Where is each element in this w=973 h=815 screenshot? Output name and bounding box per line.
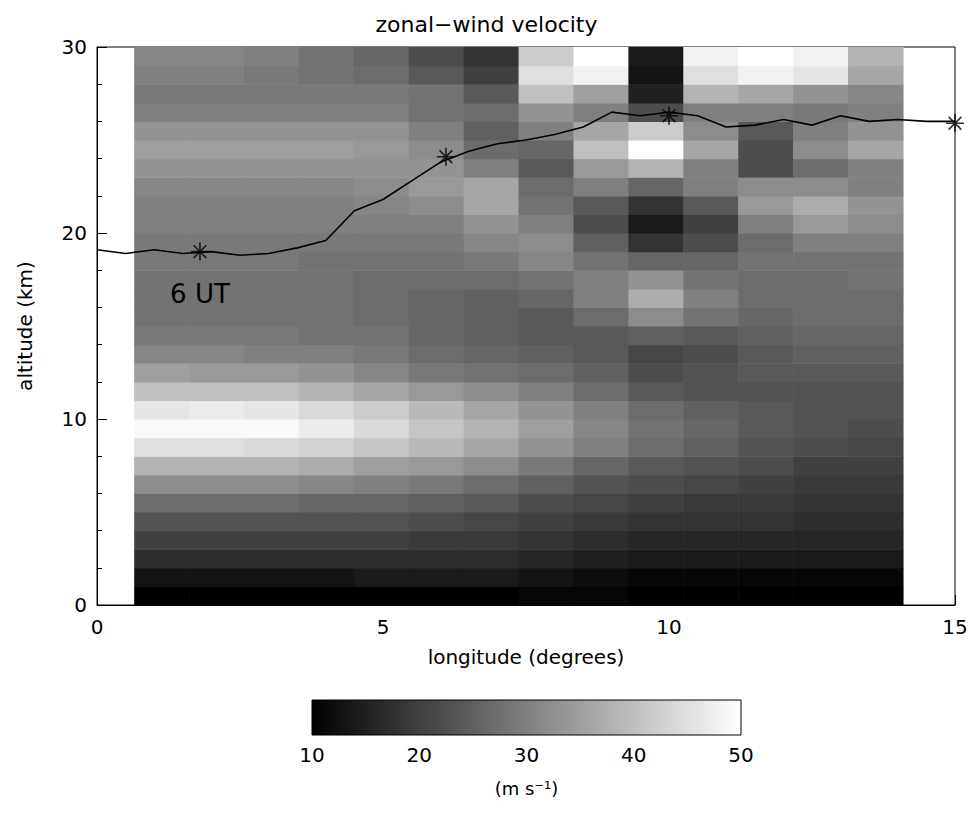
svg-text:50: 50 xyxy=(728,743,753,767)
svg-text:5: 5 xyxy=(377,615,390,639)
svg-text:0: 0 xyxy=(91,615,104,639)
svg-text:20: 20 xyxy=(62,221,87,245)
svg-text:10: 10 xyxy=(656,615,681,639)
svg-text:longitude (degrees): longitude (degrees) xyxy=(428,645,625,669)
svg-text:30: 30 xyxy=(514,743,539,767)
svg-text:10: 10 xyxy=(62,407,87,431)
svg-text:10: 10 xyxy=(299,743,324,767)
svg-text:0: 0 xyxy=(74,593,87,617)
svg-text:zonal−wind velocity: zonal−wind velocity xyxy=(376,12,598,37)
svg-text:30: 30 xyxy=(62,35,87,59)
svg-text:6 UT: 6 UT xyxy=(170,279,230,309)
svg-text:15: 15 xyxy=(942,615,967,639)
svg-text:20: 20 xyxy=(407,743,432,767)
svg-text:altitude (km): altitude (km) xyxy=(13,261,37,391)
svg-text:40: 40 xyxy=(621,743,646,767)
svg-text:(m s⁻¹): (m s⁻¹) xyxy=(495,778,558,799)
